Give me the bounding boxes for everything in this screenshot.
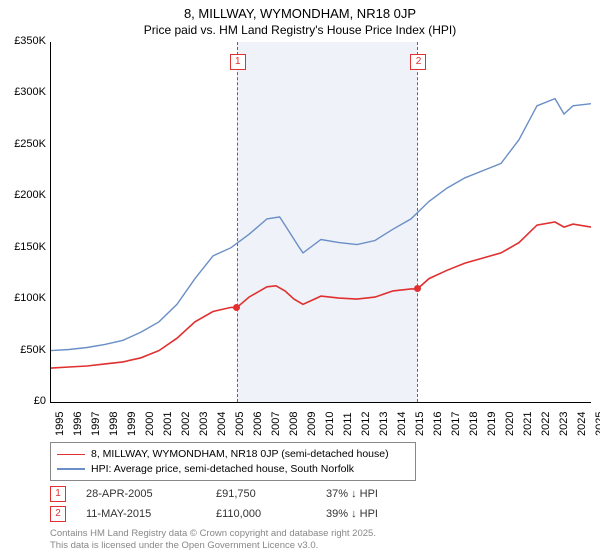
x-tick-label: 2024 — [576, 412, 588, 436]
transaction-price: £91,750 — [216, 488, 326, 500]
legend-label: 8, MILLWAY, WYMONDHAM, NR18 0JP (semi-de… — [91, 447, 389, 462]
plot-area: 1 2 — [50, 42, 591, 403]
x-tick-label: 1996 — [72, 412, 84, 436]
y-tick-label: £200K — [2, 189, 46, 201]
y-tick-label: £350K — [2, 35, 46, 47]
x-tick-label: 1998 — [108, 412, 120, 436]
footer-line1: Contains HM Land Registry data © Crown c… — [50, 528, 376, 540]
x-tick-label: 2002 — [180, 412, 192, 436]
x-tick-label: 2023 — [558, 412, 570, 436]
series-hpi — [51, 99, 591, 351]
footer-line2: This data is licensed under the Open Gov… — [50, 540, 376, 552]
x-tick-label: 2001 — [162, 412, 174, 436]
y-tick-label: £0 — [2, 395, 46, 407]
x-tick-label: 2014 — [396, 412, 408, 436]
transaction-price: £110,000 — [216, 508, 326, 520]
y-tick-label: £50K — [2, 344, 46, 356]
chart-container: 8, MILLWAY, WYMONDHAM, NR18 0JP Price pa… — [0, 0, 600, 560]
legend-label: HPI: Average price, semi-detached house,… — [91, 462, 354, 477]
transaction-date: 28-APR-2005 — [86, 488, 216, 500]
x-tick-label: 2006 — [252, 412, 264, 436]
x-tick-label: 1997 — [90, 412, 102, 436]
x-tick-label: 2011 — [342, 412, 354, 436]
legend-swatch — [57, 454, 85, 456]
x-tick-label: 2019 — [486, 412, 498, 436]
x-tick-label: 2021 — [522, 412, 534, 436]
x-tick-label: 2004 — [216, 412, 228, 436]
x-tick-label: 2025 — [594, 412, 600, 436]
x-tick-label: 2013 — [378, 412, 390, 436]
x-tick-label: 2015 — [414, 412, 426, 436]
series-price_paid — [51, 222, 591, 368]
x-tick-label: 2022 — [540, 412, 552, 436]
x-tick-label: 2005 — [234, 412, 246, 436]
transaction-table: 1 28-APR-2005 £91,750 37% ↓ HPI 2 11-MAY… — [50, 486, 426, 526]
x-tick-label: 2018 — [468, 412, 480, 436]
x-tick-label: 2016 — [432, 412, 444, 436]
transaction-row: 2 11-MAY-2015 £110,000 39% ↓ HPI — [50, 506, 426, 522]
y-tick-label: £250K — [2, 138, 46, 150]
x-tick-label: 2008 — [288, 412, 300, 436]
x-tick-label: 2012 — [360, 412, 372, 436]
transaction-hpi: 37% ↓ HPI — [326, 488, 426, 500]
legend-row: HPI: Average price, semi-detached house,… — [57, 462, 409, 477]
transaction-hpi: 39% ↓ HPI — [326, 508, 426, 520]
y-tick-label: £300K — [2, 86, 46, 98]
y-tick-label: £150K — [2, 241, 46, 253]
legend: 8, MILLWAY, WYMONDHAM, NR18 0JP (semi-de… — [50, 442, 416, 481]
x-tick-label: 1995 — [54, 412, 66, 436]
transaction-marker-box: 2 — [50, 506, 66, 522]
chart-lines — [51, 42, 591, 402]
x-tick-label: 2000 — [144, 412, 156, 436]
x-tick-label: 2007 — [270, 412, 282, 436]
title-line1: 8, MILLWAY, WYMONDHAM, NR18 0JP — [0, 0, 600, 21]
transaction-date: 11-MAY-2015 — [86, 508, 216, 520]
x-tick-label: 2003 — [198, 412, 210, 436]
legend-row: 8, MILLWAY, WYMONDHAM, NR18 0JP (semi-de… — [57, 447, 409, 462]
transaction-row: 1 28-APR-2005 £91,750 37% ↓ HPI — [50, 486, 426, 502]
legend-swatch — [57, 468, 85, 469]
footer: Contains HM Land Registry data © Crown c… — [50, 528, 376, 553]
x-tick-label: 2010 — [324, 412, 336, 436]
title-line2: Price paid vs. HM Land Registry's House … — [0, 23, 600, 37]
x-tick-label: 2017 — [450, 412, 462, 436]
x-tick-label: 2009 — [306, 412, 318, 436]
transaction-marker-box: 1 — [50, 486, 66, 502]
x-tick-label: 2020 — [504, 412, 516, 436]
x-tick-label: 1999 — [126, 412, 138, 436]
y-tick-label: £100K — [2, 292, 46, 304]
